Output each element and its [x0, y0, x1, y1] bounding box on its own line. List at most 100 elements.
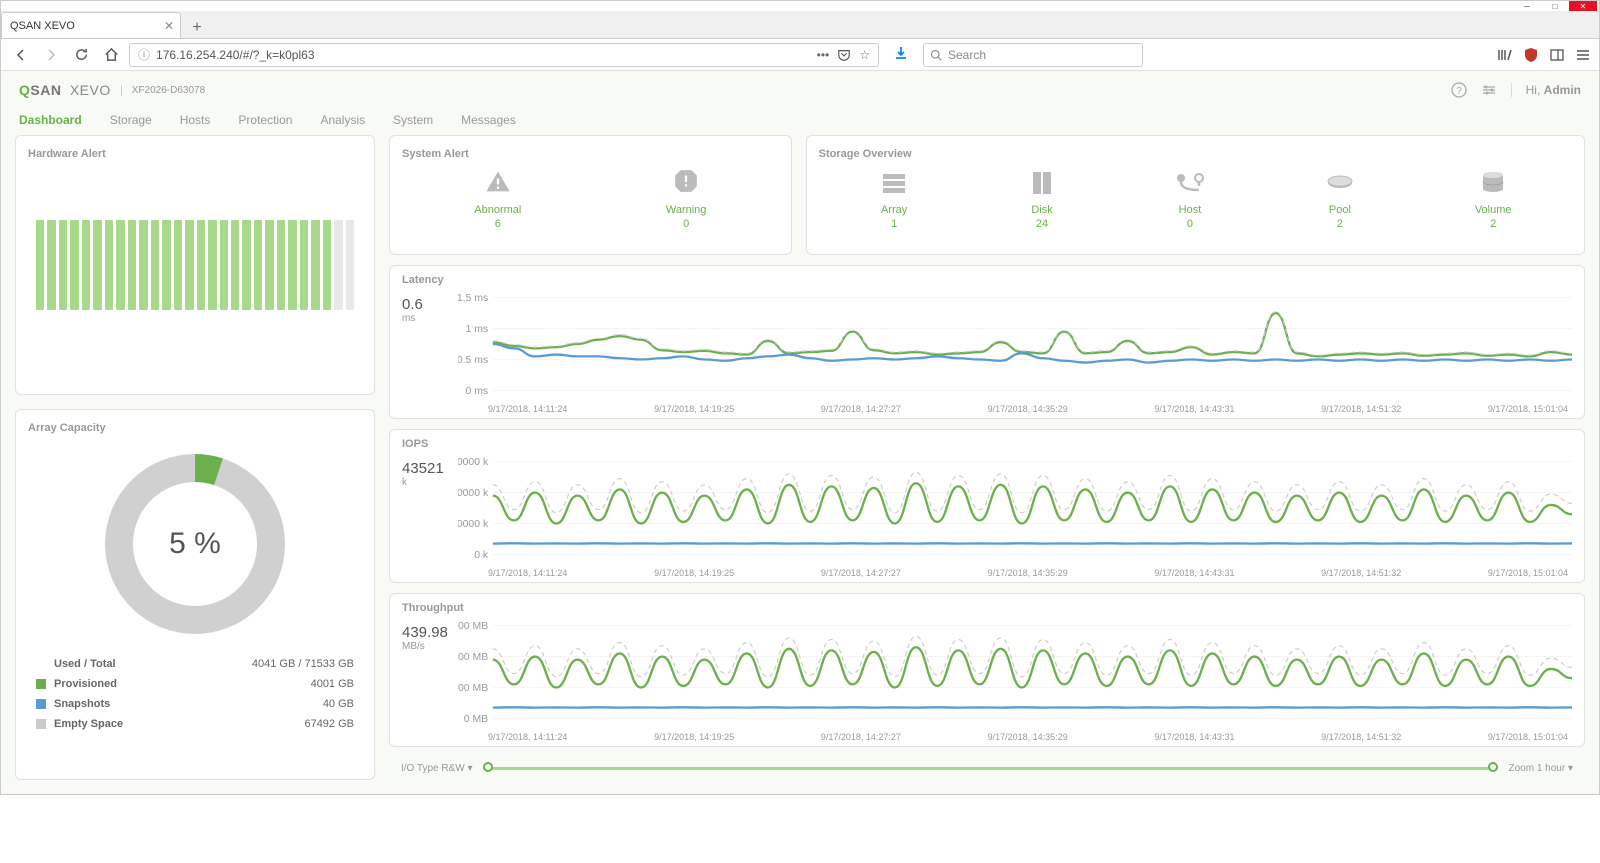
download-icon[interactable] — [893, 45, 909, 64]
hw-bar — [47, 220, 55, 310]
hw-bar — [116, 220, 124, 310]
throughput-chart: Throughput439.98MB/s600 MB400 MB200 MB0 … — [389, 593, 1585, 747]
hw-bar — [139, 220, 147, 310]
back-button[interactable] — [9, 43, 33, 67]
pocket-icon[interactable] — [837, 48, 851, 62]
storage-overview-title: Storage Overview — [819, 148, 1572, 160]
tab-title: QSAN XEVO — [10, 20, 75, 32]
hw-bar — [311, 220, 319, 310]
nav-item-hosts[interactable]: Hosts — [180, 113, 211, 127]
hw-bar — [197, 220, 205, 310]
hw-bar — [346, 220, 354, 310]
main-nav: Dashboard Storage Hosts Protection Analysis S… — [1, 105, 1599, 135]
hw-bar — [300, 220, 308, 310]
chart-stat: 43521k — [402, 450, 458, 566]
capacity-title: Array Capacity — [28, 422, 362, 434]
svg-text:600 MB: 600 MB — [458, 621, 488, 632]
chart-xaxis: 9/17/2018, 14:11:249/17/2018, 14:19:259/… — [402, 404, 1572, 414]
sidebar-icon[interactable] — [1549, 47, 1565, 63]
browser-tab[interactable]: QSAN XEVO ✕ — [1, 12, 181, 38]
svg-text:0.5 ms: 0.5 ms — [458, 355, 488, 366]
hw-bar — [265, 220, 273, 310]
bookmark-icon[interactable]: ☆ — [859, 48, 870, 62]
nav-item-system[interactable]: System — [393, 113, 433, 127]
nav-item-storage[interactable]: Storage — [110, 113, 152, 127]
capacity-legend-row: Used / Total4041 GB / 71533 GB — [28, 654, 362, 674]
chart-stat: 0.6ms — [402, 286, 458, 402]
more-icon[interactable]: ••• — [817, 48, 830, 62]
pool-icon — [1326, 168, 1354, 198]
system-alert-warning[interactable]: Warning0 — [666, 168, 707, 230]
help-icon[interactable]: ? — [1451, 82, 1467, 98]
svg-text:400 MB: 400 MB — [458, 652, 488, 663]
chart-plot: 60000 k40000 k20000 k0 k — [458, 450, 1572, 566]
svg-text:20000 k: 20000 k — [458, 519, 489, 530]
svg-text:?: ? — [1456, 86, 1462, 97]
capacity-percent: 5 % — [169, 527, 221, 561]
capacity-legend-row: Snapshots40 GB — [28, 694, 362, 714]
overview-host[interactable]: Host0 — [1175, 168, 1205, 230]
hw-bar — [185, 220, 193, 310]
hw-bar — [59, 220, 67, 310]
chart-plot: 1.5 ms1 ms0.5 ms0 ms — [458, 286, 1572, 402]
capacity-legend-row: Empty Space67492 GB — [28, 714, 362, 734]
system-alert-card: System Alert Abnormal6Warning0 — [389, 135, 792, 255]
home-button[interactable] — [99, 43, 123, 67]
minimize-button[interactable]: ─ — [1513, 1, 1541, 11]
capacity-legend-row: Provisioned4001 GB — [28, 674, 362, 694]
chart-footer: I/O Type R&W ▾ Zoom 1 hour ▾ — [389, 757, 1585, 780]
io-type-dropdown[interactable]: I/O Type R&W ▾ — [401, 763, 473, 774]
svg-text:0 ms: 0 ms — [466, 386, 489, 397]
forward-button[interactable] — [39, 43, 63, 67]
hw-bar — [162, 220, 170, 310]
url-input[interactable]: ⓘ 176.16.254.240/#/?_k=k0pl63 ••• ☆ — [129, 43, 879, 67]
nav-item-dashboard[interactable]: Dashboard — [19, 113, 82, 127]
hw-bar — [334, 220, 342, 310]
overview-volume[interactable]: Volume2 — [1475, 168, 1512, 230]
overview-array[interactable]: Array1 — [879, 168, 909, 230]
zoom-dropdown[interactable]: Zoom 1 hour ▾ — [1508, 763, 1573, 774]
shield-icon[interactable] — [1523, 47, 1539, 63]
svg-text:0 MB: 0 MB — [464, 714, 488, 725]
overview-pool[interactable]: Pool2 — [1326, 168, 1354, 230]
menu-icon[interactable] — [1575, 47, 1591, 63]
iops-chart: IOPS43521k60000 k40000 k20000 k0 k9/17/2… — [389, 429, 1585, 583]
svg-text:1.5 ms: 1.5 ms — [458, 293, 488, 304]
hw-bar — [288, 220, 296, 310]
hw-bar — [231, 220, 239, 310]
search-input[interactable]: Search — [923, 43, 1143, 67]
time-slider[interactable] — [483, 767, 1499, 770]
svg-text:200 MB: 200 MB — [458, 683, 488, 694]
hw-bar — [208, 220, 216, 310]
nav-item-messages[interactable]: Messages — [461, 113, 516, 127]
warning-triangle-icon — [474, 168, 521, 198]
user-greeting[interactable]: Hi, Admin — [1511, 83, 1581, 97]
hw-bar — [128, 220, 136, 310]
hw-bar — [220, 220, 228, 310]
hw-bar — [254, 220, 262, 310]
nav-item-analysis[interactable]: Analysis — [320, 113, 365, 127]
new-tab-button[interactable]: + — [187, 18, 207, 38]
model-label: XF2026-D63078 — [121, 85, 205, 96]
hardware-alert-title: Hardware Alert — [28, 148, 362, 160]
hw-bar — [151, 220, 159, 310]
url-text: 176.16.254.240/#/?_k=k0pl63 — [156, 48, 314, 62]
chart-title: IOPS — [402, 438, 1572, 450]
reload-button[interactable] — [69, 43, 93, 67]
library-icon[interactable] — [1497, 47, 1513, 63]
maximize-button[interactable]: □ — [1541, 1, 1569, 11]
close-button[interactable]: ✕ — [1569, 1, 1597, 11]
overview-disk[interactable]: Disk24 — [1030, 168, 1054, 230]
settings-icon[interactable] — [1481, 82, 1497, 98]
disk-icon — [1030, 168, 1054, 198]
nav-item-protection[interactable]: Protection — [238, 113, 292, 127]
chart-plot: 600 MB 400 MB 200 MB 0 MB — [458, 614, 1572, 730]
warning-octagon-icon — [666, 168, 707, 198]
tab-close-icon[interactable]: ✕ — [164, 19, 174, 33]
chart-stat: 439.98MB/s — [402, 614, 458, 730]
search-icon — [930, 49, 942, 61]
brand-logo: QSAN XEVO — [19, 82, 111, 98]
volume-icon — [1475, 168, 1512, 198]
system-alert-abnormal[interactable]: Abnormal6 — [474, 168, 521, 230]
latency-chart: Latency0.6ms1.5 ms1 ms0.5 ms0 ms9/17/201… — [389, 265, 1585, 419]
